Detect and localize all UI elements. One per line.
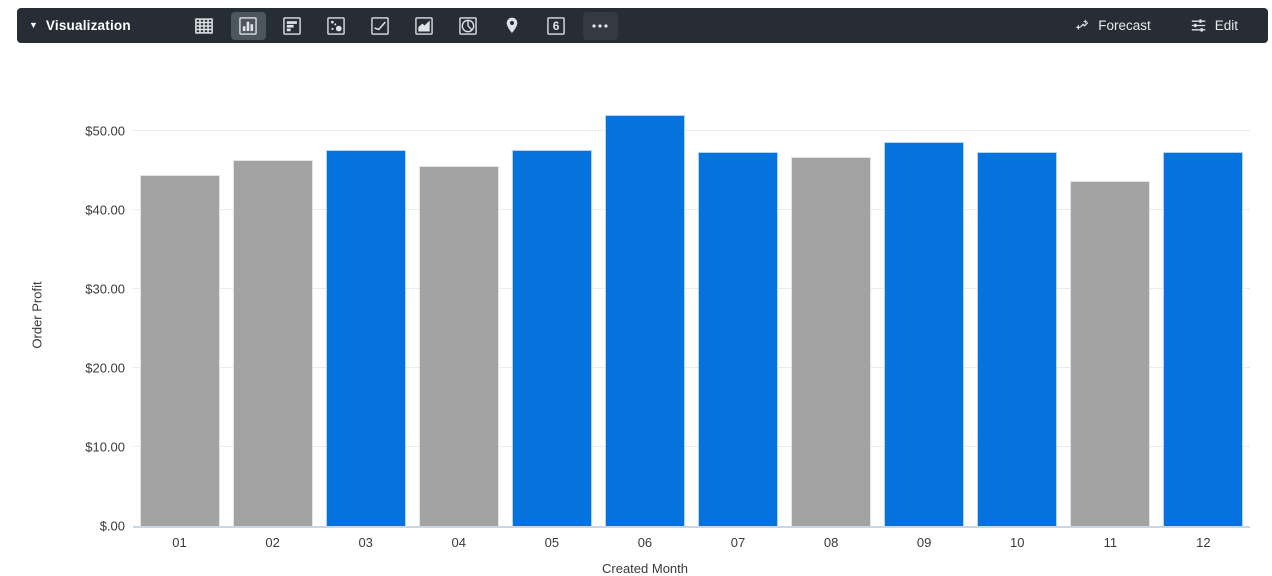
x-tick-label: 06	[637, 535, 653, 550]
single-value-icon: 6	[547, 16, 566, 35]
viz-type-single-value-button[interactable]: 6	[539, 12, 574, 40]
x-tick-label: 02	[265, 535, 280, 550]
y-tick-label: $40.00	[85, 202, 125, 218]
chart-type-switcher: 6	[187, 11, 618, 40]
bar-slot	[785, 105, 878, 526]
forecast-button-label: Forecast	[1098, 18, 1151, 33]
bar-month-02[interactable]	[232, 159, 313, 526]
edit-icon	[1191, 19, 1205, 32]
viz-type-column-button[interactable]	[230, 11, 266, 40]
bar-slot	[878, 105, 971, 526]
viz-type-table-button[interactable]	[187, 12, 222, 40]
visualization-dropdown[interactable]: ▼ Visualization	[29, 18, 131, 33]
bar-month-06[interactable]	[604, 115, 685, 526]
y-tick-label: $30.00	[85, 281, 125, 297]
bar-slot	[1064, 105, 1157, 526]
bar-month-05[interactable]	[511, 150, 592, 526]
more-icon	[592, 23, 608, 28]
forecast-icon	[1075, 19, 1089, 31]
x-tick-label: 01	[172, 535, 187, 550]
bar-month-01[interactable]	[139, 174, 220, 526]
edit-button[interactable]: Edit	[1189, 16, 1238, 35]
pie-icon	[459, 16, 478, 35]
x-tick-label: 04	[451, 535, 466, 550]
plot-area	[133, 105, 1250, 528]
bar-slot	[133, 105, 226, 526]
bar-slot	[1157, 105, 1250, 526]
y-tick-label: $20.00	[85, 360, 125, 376]
viz-type-map-button[interactable]	[495, 12, 530, 40]
column-icon	[239, 16, 258, 35]
x-tick-label: 09	[916, 535, 932, 550]
bar-chart: Order Profit $50.00 $40.00 $30.00 $20.00 $10…	[0, 43, 1272, 576]
line-icon	[371, 16, 390, 35]
bar-slot	[505, 105, 598, 526]
x-tick-label: 12	[1196, 535, 1211, 550]
bar-month-11[interactable]	[1070, 180, 1151, 526]
viz-type-scatter-button[interactable]	[319, 12, 354, 40]
caret-down-icon: ▼	[29, 20, 38, 30]
bar-slot	[691, 105, 784, 526]
gridline	[133, 130, 1250, 132]
forecast-button[interactable]: Forecast	[1072, 16, 1151, 35]
bar-slot	[971, 105, 1064, 526]
gridline	[133, 288, 1250, 290]
y-axis-labels: $50.00 $40.00 $30.00 $20.00 $10.00 $.00	[0, 105, 125, 534]
gridline	[133, 367, 1250, 369]
bar-month-10[interactable]	[977, 152, 1058, 526]
y-tick-label: $.00	[99, 518, 125, 534]
bar-slot	[598, 105, 691, 526]
y-tick-label: $10.00	[85, 439, 125, 455]
x-axis-line	[133, 526, 1250, 528]
x-tick-label: 10	[1010, 535, 1025, 550]
bar-month-12[interactable]	[1163, 152, 1244, 526]
table-icon	[195, 17, 214, 34]
bar-slot	[226, 105, 319, 526]
edit-button-label: Edit	[1214, 18, 1238, 33]
gridline	[133, 209, 1250, 211]
gridline	[133, 446, 1250, 448]
bar-icon	[283, 16, 302, 35]
scatter-icon	[327, 16, 346, 35]
bar-slot	[412, 105, 505, 526]
x-tick-label: 11	[1103, 535, 1118, 550]
bar-month-04[interactable]	[418, 165, 499, 526]
visualization-label: Visualization	[45, 18, 131, 33]
bar-series	[133, 105, 1250, 526]
viz-type-area-button[interactable]	[407, 12, 442, 40]
x-axis-title: Created Month	[602, 561, 688, 576]
x-tick-label: 08	[823, 535, 839, 550]
viz-type-pie-button[interactable]	[451, 12, 486, 40]
viz-type-line-button[interactable]	[363, 12, 398, 40]
y-tick-label: $50.00	[85, 123, 125, 139]
viz-type-more-button[interactable]	[582, 11, 618, 40]
bar-month-03[interactable]	[325, 150, 406, 526]
viz-type-bar-button[interactable]	[275, 12, 310, 40]
bar-slot	[319, 105, 412, 526]
bar-month-07[interactable]	[697, 152, 779, 526]
bar-month-09[interactable]	[884, 142, 965, 526]
x-tick-label: 07	[730, 535, 746, 550]
area-icon	[415, 16, 434, 35]
x-axis-labels: 01 02 03 04 05 06 07 08 09 10 11 12	[133, 535, 1250, 550]
bar-month-08[interactable]	[791, 157, 872, 526]
map-icon	[506, 17, 518, 33]
x-tick-label: 03	[358, 535, 373, 550]
x-tick-label: 05	[544, 535, 560, 550]
visualization-toolbar: ▼ Visualization 6 Forecast Edit	[17, 8, 1268, 43]
svg-text:6: 6	[553, 19, 560, 33]
